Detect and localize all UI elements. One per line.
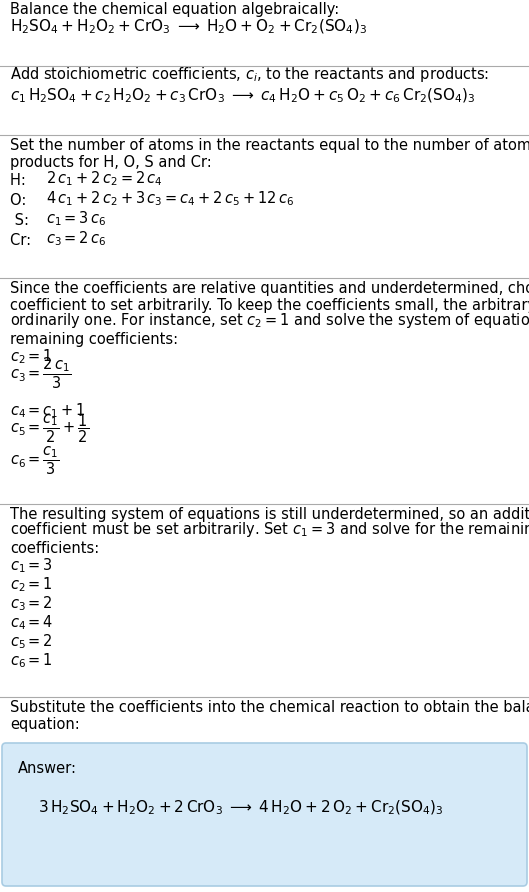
Text: $\mathrm{H_2SO_4 + H_2O_2 + CrO_3 \;\longrightarrow\; H_2O + O_2 + Cr_2(SO_4)_3}: $\mathrm{H_2SO_4 + H_2O_2 + CrO_3 \;\lon… — [10, 18, 367, 36]
Text: O:: O: — [10, 193, 31, 208]
Text: $c_1 = 3$: $c_1 = 3$ — [10, 557, 53, 575]
Text: $c_4 = 4$: $c_4 = 4$ — [10, 614, 53, 632]
Text: $c_2 = 1$: $c_2 = 1$ — [10, 575, 53, 594]
Text: Answer:: Answer: — [18, 761, 77, 776]
Text: $c_3 = 2$: $c_3 = 2$ — [10, 594, 53, 613]
Text: Balance the chemical equation algebraically:: Balance the chemical equation algebraica… — [10, 2, 339, 17]
Text: Set the number of atoms in the reactants equal to the number of atoms in the: Set the number of atoms in the reactants… — [10, 138, 529, 153]
Text: $c_1 = 3\,c_6$: $c_1 = 3\,c_6$ — [46, 210, 106, 228]
Text: $c_6 = 1$: $c_6 = 1$ — [10, 651, 53, 670]
Text: The resulting system of equations is still underdetermined, so an additional: The resulting system of equations is sti… — [10, 507, 529, 522]
Text: Since the coefficients are relative quantities and underdetermined, choose a: Since the coefficients are relative quan… — [10, 281, 529, 296]
Text: $c_6 = \dfrac{c_1}{3}$: $c_6 = \dfrac{c_1}{3}$ — [10, 445, 60, 477]
Text: $c_5 = \dfrac{c_1}{2} + \dfrac{1}{2}$: $c_5 = \dfrac{c_1}{2} + \dfrac{1}{2}$ — [10, 412, 89, 445]
Text: $3\,\mathrm{H_2SO_4} + \mathrm{H_2O_2} + 2\,\mathrm{CrO_3} \;\longrightarrow\; 4: $3\,\mathrm{H_2SO_4} + \mathrm{H_2O_2} +… — [38, 799, 444, 817]
Text: $4\,c_1 + 2\,c_2 + 3\,c_3 = c_4 + 2\,c_5 + 12\,c_6$: $4\,c_1 + 2\,c_2 + 3\,c_3 = c_4 + 2\,c_5… — [46, 189, 295, 208]
Text: Substitute the coefficients into the chemical reaction to obtain the balanced: Substitute the coefficients into the che… — [10, 700, 529, 715]
Text: $c_2 = 1$: $c_2 = 1$ — [10, 347, 53, 366]
Text: $c_3 = \dfrac{2\,c_1}{3}$: $c_3 = \dfrac{2\,c_1}{3}$ — [10, 356, 71, 391]
Text: $c_5 = 2$: $c_5 = 2$ — [10, 632, 53, 651]
FancyBboxPatch shape — [2, 743, 527, 886]
Text: coefficient to set arbitrarily. To keep the coefficients small, the arbitrary va: coefficient to set arbitrarily. To keep … — [10, 298, 529, 313]
Text: H:: H: — [10, 173, 31, 188]
Text: equation:: equation: — [10, 717, 80, 732]
Text: remaining coefficients:: remaining coefficients: — [10, 332, 178, 347]
Text: S:: S: — [10, 213, 34, 228]
Text: Add stoichiometric coefficients, $c_i$, to the reactants and products:: Add stoichiometric coefficients, $c_i$, … — [10, 65, 489, 84]
Text: Cr:: Cr: — [10, 233, 36, 248]
Text: $c_3 = 2\,c_6$: $c_3 = 2\,c_6$ — [46, 229, 106, 248]
Text: $c_4 = c_1 + 1$: $c_4 = c_1 + 1$ — [10, 401, 86, 420]
Text: products for H, O, S and Cr:: products for H, O, S and Cr: — [10, 155, 212, 170]
Text: $2\,c_1 + 2\,c_2 = 2\,c_4$: $2\,c_1 + 2\,c_2 = 2\,c_4$ — [46, 169, 163, 188]
Text: ordinarily one. For instance, set $c_2 = 1$ and solve the system of equations fo: ordinarily one. For instance, set $c_2 =… — [10, 311, 529, 330]
Text: $c_1\,\mathrm{H_2SO_4} + c_2\,\mathrm{H_2O_2} + c_3\,\mathrm{CrO_3} \;\longright: $c_1\,\mathrm{H_2SO_4} + c_2\,\mathrm{H_… — [10, 87, 476, 105]
Text: coefficients:: coefficients: — [10, 541, 99, 556]
Text: coefficient must be set arbitrarily. Set $c_1 = 3$ and solve for the remaining: coefficient must be set arbitrarily. Set… — [10, 520, 529, 539]
